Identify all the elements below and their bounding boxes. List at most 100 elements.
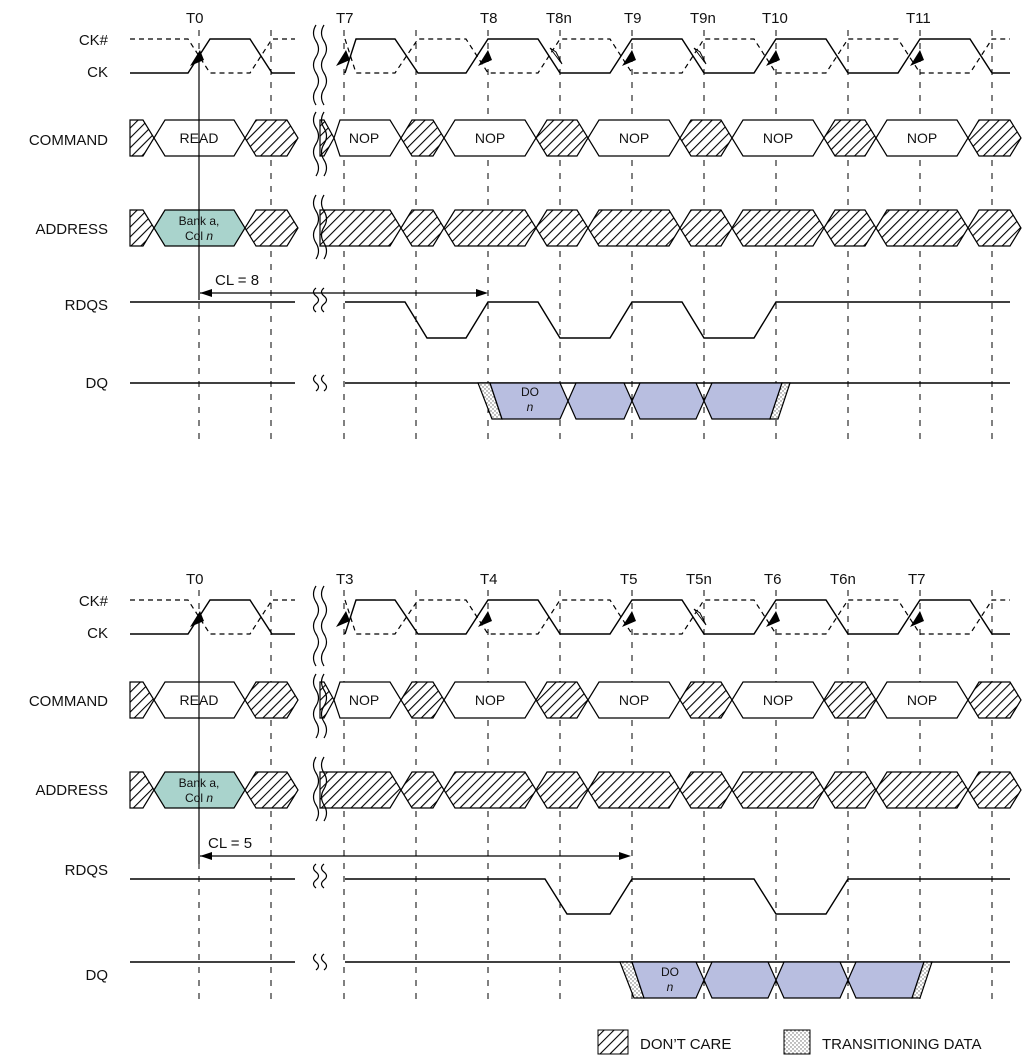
cl-arrow: [200, 289, 488, 297]
dq-transition: [911, 961, 933, 999]
tick-label: T0: [186, 571, 204, 588]
command-label: NOP: [475, 130, 505, 146]
address-label-line2: Col n: [185, 791, 213, 805]
signal-label-command: COMMAND: [29, 132, 108, 149]
command-label: NOP: [907, 692, 937, 708]
tick-labels: T0 T7 T8 T8n T9 T9n T10 T11: [186, 10, 931, 27]
signal-label-ck: CK: [87, 625, 108, 642]
cl-label: CL = 5: [208, 835, 252, 852]
dq-data: [619, 961, 933, 999]
rdqs-waveform: [130, 301, 1010, 339]
edge-arrow-open-icon: [693, 608, 707, 626]
cl-arrow: [200, 852, 631, 860]
address-bus: [129, 209, 1022, 247]
edge-arrow-icon: [622, 50, 636, 66]
time-break-marks: [312, 24, 328, 392]
edge-arrow-icon: [478, 50, 492, 66]
tick-labels: T0 T3 T4 T5 T5n T6 T6n T7: [186, 571, 926, 588]
tick-label: T8: [480, 10, 498, 27]
dq-data-segment: [775, 961, 849, 999]
edge-arrow-icon: [336, 611, 350, 627]
signal-label-dq: DQ: [86, 375, 109, 392]
dq-label-line1: DO: [521, 385, 539, 399]
command-bus: [129, 681, 1022, 719]
tick-label: T7: [908, 571, 926, 588]
command-label: NOP: [349, 692, 379, 708]
edge-arrow-icon: [622, 611, 636, 627]
time-break-marks: [312, 585, 328, 971]
signal-label-ck: CK: [87, 64, 108, 81]
cl-label: CL = 8: [215, 272, 259, 289]
rdqs-waveform: [130, 878, 1010, 915]
dq-data-segment: [631, 382, 705, 420]
signal-label-command: COMMAND: [29, 693, 108, 710]
tick-label: T6n: [830, 571, 856, 588]
clock-edge-markers: [190, 608, 924, 627]
dq-transition: [769, 382, 791, 420]
dq-label-line2: n: [527, 400, 534, 414]
command-label: NOP: [763, 692, 793, 708]
signal-label-address: ADDRESS: [35, 782, 108, 799]
signal-labels: CK# CK COMMAND ADDRESS RDQS DQ: [29, 32, 109, 392]
legend-transitioning-label: TRANSITIONING DATA: [822, 1036, 981, 1053]
edge-arrow-open-icon: [693, 47, 707, 65]
transitioning-data-swatch: [783, 1029, 811, 1055]
tick-label: T10: [762, 10, 788, 27]
edge-arrow-icon: [190, 611, 204, 627]
signal-label-dq: DQ: [86, 967, 109, 984]
signal-label-address: ADDRESS: [35, 221, 108, 238]
tick-label: T3: [336, 571, 354, 588]
edge-arrow-icon: [336, 50, 350, 66]
tick-label: T5n: [686, 571, 712, 588]
tick-label: T8n: [546, 10, 572, 27]
dq-label-line2: n: [667, 980, 674, 994]
edge-arrow-icon: [478, 611, 492, 627]
command-bus: [129, 119, 1022, 157]
command-label: NOP: [619, 130, 649, 146]
edge-arrow-icon: [766, 611, 780, 627]
signal-label-ck-bar: CK#: [79, 593, 109, 610]
command-label: NOP: [349, 130, 379, 146]
command-label: NOP: [763, 130, 793, 146]
command-label: NOP: [619, 692, 649, 708]
dq-data-segment: [489, 382, 569, 420]
command-labels: READ NOP NOP NOP NOP NOP: [180, 692, 938, 708]
dq-data-segment: [847, 961, 925, 999]
edge-arrow-icon: [910, 50, 924, 66]
legend-dont-care-label: DON’T CARE: [640, 1036, 731, 1053]
signal-label-ck-bar: CK#: [79, 32, 109, 49]
clock-edge-markers: [190, 47, 924, 66]
ck-bar-waveform: [130, 38, 1010, 74]
tick-label: T5: [620, 571, 638, 588]
dq-data-segment: [703, 382, 783, 420]
command-labels: READ NOP NOP NOP NOP NOP: [180, 130, 938, 146]
edge-arrow-open-icon: [549, 47, 563, 65]
gridlines: [198, 30, 993, 440]
ck-bar-waveform: [130, 599, 1010, 635]
dq-data-segment: [703, 961, 777, 999]
dq-data: [477, 382, 791, 420]
signal-labels: CK# CK COMMAND ADDRESS RDQS DQ: [29, 593, 109, 984]
ck-waveform: [130, 599, 1010, 635]
timing-diagram-cl8: T0 T7 T8 T8n T9 T9n T10 T11 CK# CK COMMA…: [29, 10, 1022, 440]
address-bus: [129, 771, 1022, 809]
tick-label: T7: [336, 10, 354, 27]
ck-waveform: [130, 38, 1010, 74]
dq-data-segment: [631, 961, 705, 999]
command-label: NOP: [907, 130, 937, 146]
signal-label-rdqs: RDQS: [65, 862, 108, 879]
tick-label: T6: [764, 571, 782, 588]
timing-diagram-cl5: T0 T3 T4 T5 T5n T6 T6n T7 CK# CK COMMAND…: [29, 571, 1022, 1000]
tick-label: T9: [624, 10, 642, 27]
dq-data-segment: [567, 382, 633, 420]
command-label: NOP: [475, 692, 505, 708]
tick-label: T4: [480, 571, 498, 588]
dont-care-swatch: [597, 1029, 629, 1055]
tick-label: T9n: [690, 10, 716, 27]
tick-label: T11: [906, 10, 931, 27]
legend: DON’T CARE TRANSITIONING DATA: [597, 1029, 981, 1055]
address-label-line2: Col n: [185, 229, 213, 243]
edge-arrow-icon: [910, 611, 924, 627]
signal-label-rdqs: RDQS: [65, 297, 108, 314]
